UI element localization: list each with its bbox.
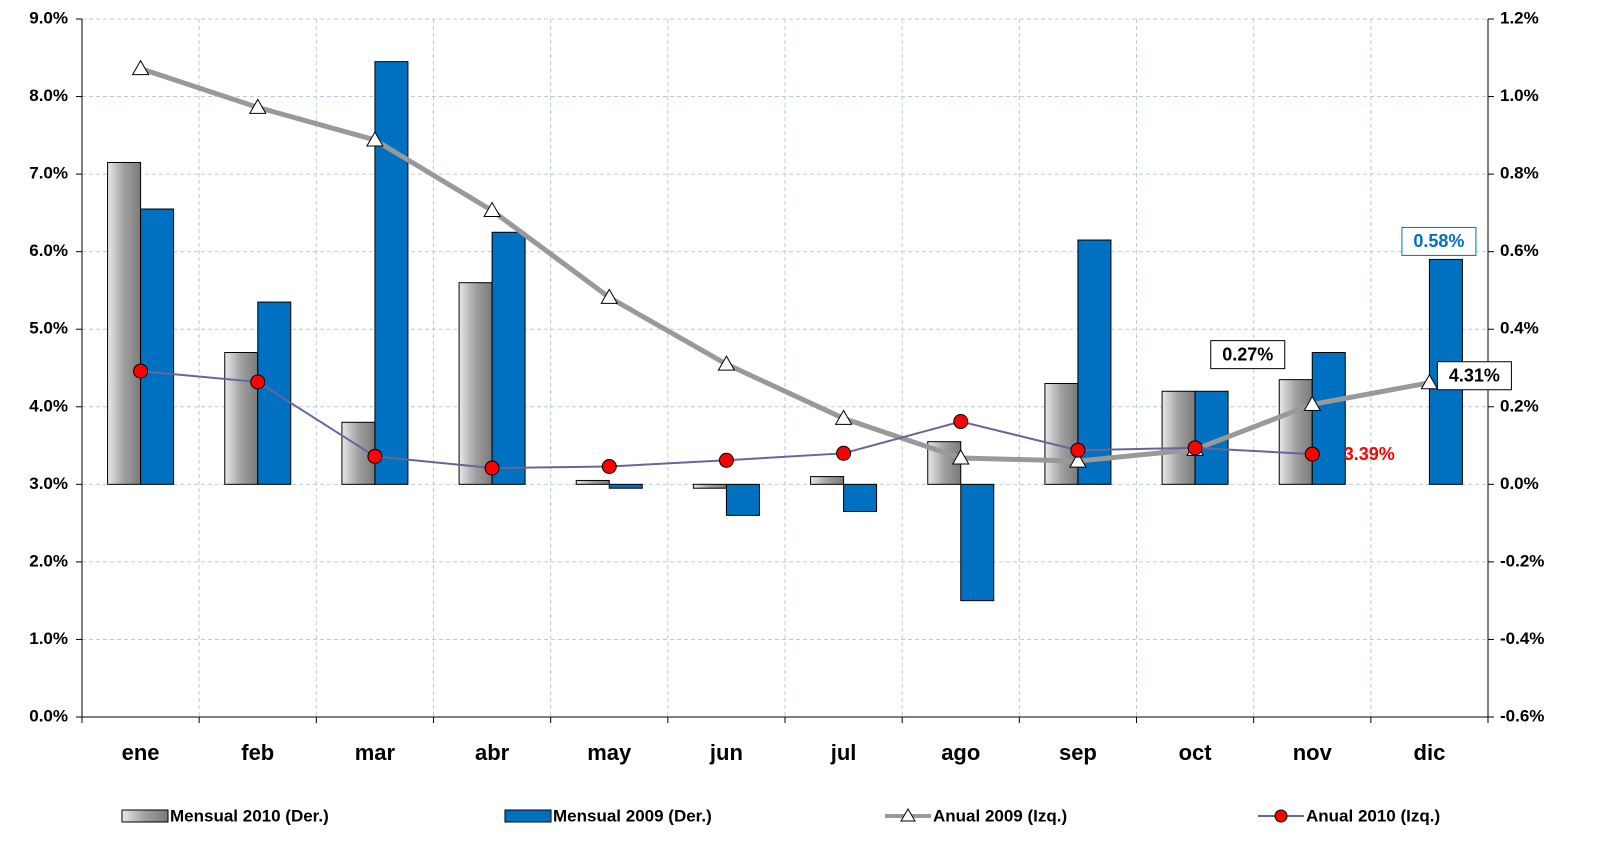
marker [484,460,500,476]
x-tick-label: feb [241,740,274,765]
bar [1278,379,1313,485]
bar [608,483,643,489]
data-label-box [1210,340,1286,370]
data-label: 3.39% [1344,444,1395,464]
marker [1303,395,1322,411]
legend-marker [1274,809,1288,823]
y-tick-label: 4.0% [29,396,68,415]
marker [601,458,617,474]
bar [491,231,526,485]
y-tick-label: 0.0% [29,706,68,725]
legend-swatch [504,809,552,823]
bar [725,483,760,516]
marker [131,59,150,76]
bar [843,483,878,512]
x-tick-label: nov [1293,740,1333,765]
legend-label: Mensual 2010 (Der.) [170,806,329,825]
marker [248,98,267,114]
data-label: 0.58% [1413,231,1464,251]
y2-tick-label: -0.2% [1500,551,1544,570]
legend-label: Mensual 2009 (Der.) [553,806,712,825]
legend-swatch [121,809,169,823]
marker [951,448,970,465]
bar [960,483,995,602]
marker [250,374,266,390]
marker [953,414,969,430]
y2-tick-label: 0.4% [1500,319,1539,338]
marker [366,130,384,147]
y-tick-label: 8.0% [29,86,68,105]
bar [1311,351,1346,485]
marker [718,452,734,468]
line [139,66,1430,464]
x-tick-label: mar [355,740,396,765]
x-tick-label: may [587,740,632,765]
bar [224,351,259,485]
bar [374,61,409,485]
bar [575,479,610,485]
x-tick-label: abr [475,740,510,765]
marker [483,201,501,218]
data-label-box [1401,226,1477,256]
marker [717,355,736,371]
y2-tick-label: 1.0% [1500,86,1539,105]
bar [1077,239,1112,485]
x-tick-label: jul [830,740,857,765]
y-tick-label: 5.0% [29,319,68,338]
y2-tick-label: 1.2% [1500,8,1539,27]
y-tick-label: 3.0% [29,474,68,493]
legend-label: Anual 2010 (Izq.) [1306,806,1440,825]
bar [107,161,142,485]
bar [1044,383,1079,485]
y2-tick-label: -0.4% [1500,629,1544,648]
y-tick-label: 2.0% [29,551,68,570]
y2-tick-label: 0.2% [1500,396,1539,415]
data-label: 0.27% [1222,344,1273,364]
y-tick-label: 6.0% [29,241,68,260]
marker [133,363,149,379]
marker [1070,442,1086,458]
marker [367,448,383,464]
marker [1420,373,1439,390]
marker [1069,452,1087,468]
y2-tick-label: 0.0% [1500,474,1539,493]
x-tick-label: sep [1059,740,1097,765]
marker [1187,440,1203,456]
y-tick-label: 7.0% [29,164,68,183]
marker [836,445,852,461]
data-label: 4.31% [1449,365,1500,385]
y-tick-label: 1.0% [29,629,68,648]
bar [458,282,493,485]
bar [1161,390,1196,485]
data-label-box [1436,361,1512,391]
x-tick-label: ago [941,740,980,765]
x-tick-label: oct [1179,740,1213,765]
bar [692,483,727,489]
bar [140,208,175,485]
x-tick-label: ene [122,740,160,765]
marker [1304,446,1320,462]
y2-tick-label: 0.6% [1500,241,1539,260]
x-tick-label: dic [1414,740,1446,765]
bar [810,476,845,485]
legend-label: Anual 2009 (Izq.) [933,806,1067,825]
x-tick-label: jun [709,740,743,765]
y2-tick-label: -0.6% [1500,706,1544,725]
marker [600,288,619,304]
marker [834,409,853,425]
legend-marker [900,808,916,822]
y2-tick-label: 0.8% [1500,164,1539,183]
y-tick-label: 9.0% [29,8,68,27]
